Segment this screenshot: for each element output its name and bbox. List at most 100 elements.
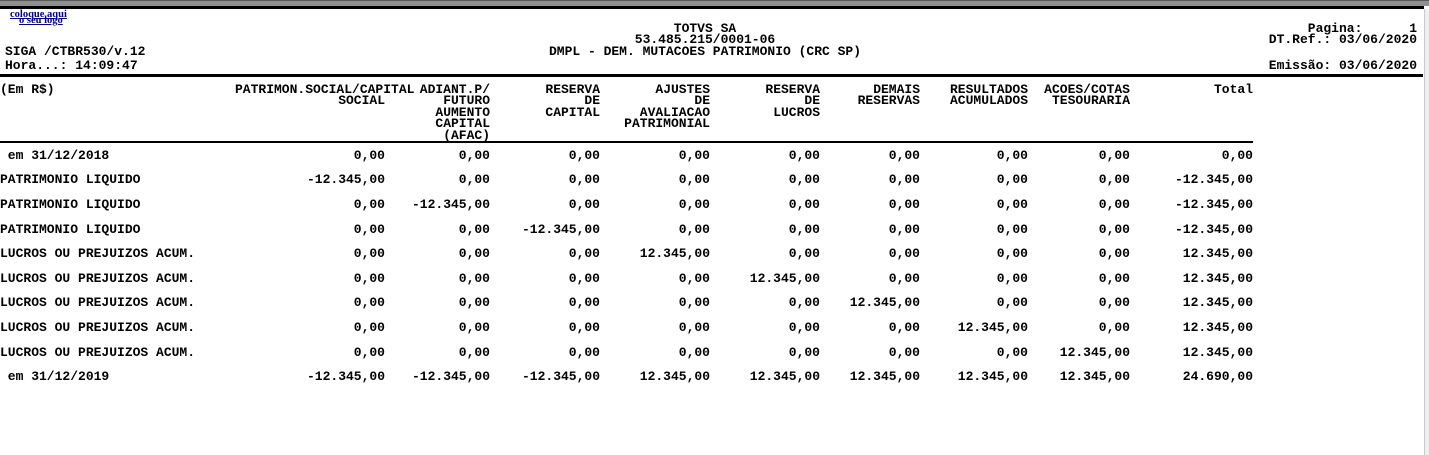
table-row: em 31/12/2018 0,00 0,00 0,00 0,00 0,00 0,00 0,0… bbox=[0, 142, 1253, 168]
cell-value: 0,00 bbox=[996, 344, 1028, 360]
cell-value: 0,00 bbox=[568, 295, 600, 311]
cell-value: 0,00 bbox=[458, 246, 490, 262]
row-label: LUCROS OU PREJUIZOS ACUM. bbox=[0, 344, 196, 360]
column-header: AJUSTES DE AVALIACAO PATRIMONIAL bbox=[624, 82, 710, 132]
cell-value: 0,00 bbox=[996, 221, 1028, 237]
column-header: DEMAIS RESERVAS bbox=[857, 82, 920, 109]
cell-value: 0,00 bbox=[1098, 270, 1130, 286]
page-right-gutter bbox=[1424, 9, 1429, 455]
cell-value: 0,00 bbox=[888, 344, 920, 360]
cell-value: 0,00 bbox=[458, 147, 490, 163]
row-label: LUCROS OU PREJUIZOS ACUM. bbox=[0, 319, 196, 335]
cell-value: -12.345,00 bbox=[1174, 221, 1253, 237]
cell-value: -12.345,00 bbox=[411, 369, 490, 385]
cell-value: 0,00 bbox=[353, 344, 385, 360]
cell-value: 0,00 bbox=[1098, 295, 1130, 311]
cell-value: 0,00 bbox=[788, 221, 820, 237]
cell-value: 0,00 bbox=[678, 147, 710, 163]
cell-value: 12.345,00 bbox=[1182, 319, 1253, 335]
cell-value: 0,00 bbox=[678, 319, 710, 335]
row-label: em 31/12/2019 bbox=[0, 369, 110, 385]
table-row: LUCROS OU PREJUIZOS ACUM. 0,00 0,00 0,00 0,0… bbox=[0, 291, 1253, 316]
cell-value: 0,00 bbox=[1098, 221, 1130, 237]
row-label: em 31/12/2018 bbox=[0, 147, 110, 163]
cell-value: 0,00 bbox=[1098, 197, 1130, 213]
table-row: LUCROS OU PREJUIZOS ACUM. 0,00 0,00 0,00 0,0… bbox=[0, 340, 1253, 365]
column-header: Total bbox=[1213, 82, 1253, 97]
cell-value: -12.345,00 bbox=[521, 369, 600, 385]
column-header: RESULTADOS ACUMULADOS bbox=[949, 82, 1028, 109]
cell-value: 12.345,00 bbox=[849, 369, 920, 385]
row-label: PATRIMONIO LIQUIDO bbox=[0, 221, 141, 237]
cell-value: 0,00 bbox=[458, 344, 490, 360]
cell-value: 0,00 bbox=[788, 344, 820, 360]
cell-value: 0,00 bbox=[996, 147, 1028, 163]
row-label: LUCROS OU PREJUIZOS ACUM. bbox=[0, 295, 196, 311]
cell-value: 0,00 bbox=[353, 319, 385, 335]
cell-value: 0,00 bbox=[996, 270, 1028, 286]
page-top-border bbox=[0, 6, 1424, 9]
cell-value: -12.345,00 bbox=[306, 172, 385, 188]
table-header-row: (Em R$) PATRIMON.SOCIAL/CAPITAL SOCIAL AD… bbox=[0, 82, 1253, 143]
cell-value: 0,00 bbox=[458, 221, 490, 237]
cell-value: 0,00 bbox=[353, 270, 385, 286]
table-row: PATRIMONIO LIQUIDO 0,00 -12.345,00 0,00 0,00… bbox=[0, 192, 1253, 217]
cell-value: 0,00 bbox=[678, 295, 710, 311]
cell-value: -12.345,00 bbox=[1174, 172, 1253, 188]
cell-value: 12.345,00 bbox=[1059, 344, 1130, 360]
print-time: Hora...: 14:09:47 bbox=[5, 58, 138, 73]
cell-value: 0,00 bbox=[568, 344, 600, 360]
cell-value: 0,00 bbox=[458, 319, 490, 335]
cell-value: 0,00 bbox=[1098, 172, 1130, 188]
cell-value: 12.345,00 bbox=[1182, 344, 1253, 360]
window-top-bar bbox=[0, 0, 1429, 6]
cell-value: 0,00 bbox=[568, 246, 600, 262]
company-logo-placeholder: coloque aqui o seu logo bbox=[10, 9, 67, 26]
cell-value: 12.345,00 bbox=[849, 295, 920, 311]
cell-value: -12.345,00 bbox=[521, 221, 600, 237]
logo-text-line2: o seu logo bbox=[19, 15, 63, 26]
cell-value: 0,00 bbox=[678, 197, 710, 213]
header-divider-line bbox=[0, 74, 1423, 77]
cell-value: 0,00 bbox=[1221, 147, 1253, 163]
cell-value: 0,00 bbox=[353, 246, 385, 262]
cell-value: 0,00 bbox=[1098, 246, 1130, 262]
cell-value: 12.345,00 bbox=[1182, 295, 1253, 311]
logo-text-line1: coloque aqui bbox=[10, 9, 67, 20]
cell-value: 12.345,00 bbox=[749, 369, 820, 385]
cell-value: 0,00 bbox=[353, 147, 385, 163]
cell-value: 0,00 bbox=[678, 172, 710, 188]
table-row: PATRIMONIO LIQUIDO -12.345,00 0,00 0,00 0,00… bbox=[0, 168, 1253, 193]
cell-value: 0,00 bbox=[353, 197, 385, 213]
cell-value: 0,00 bbox=[888, 221, 920, 237]
cell-value: 0,00 bbox=[458, 172, 490, 188]
cell-value: 0,00 bbox=[888, 246, 920, 262]
cell-value: 0,00 bbox=[788, 246, 820, 262]
report-page: coloque aqui o seu logo SIGA /CTBR530/v.… bbox=[0, 9, 1424, 455]
cell-value: 12.345,00 bbox=[749, 270, 820, 286]
cell-value: 0,00 bbox=[458, 295, 490, 311]
cell-value: 12.345,00 bbox=[957, 319, 1028, 335]
cell-value: 0,00 bbox=[788, 147, 820, 163]
cell-value: 12.345,00 bbox=[639, 369, 710, 385]
cell-value: 0,00 bbox=[1098, 319, 1130, 335]
cell-value: 0,00 bbox=[996, 295, 1028, 311]
report-title: DMPL - DEM. MUTACOES PATRIMONIO (CRC SP) bbox=[548, 44, 862, 59]
column-header: RESERVA DE CAPITAL bbox=[545, 82, 600, 120]
column-header: RESERVA DE LUCROS bbox=[765, 82, 820, 120]
table-row: LUCROS OU PREJUIZOS ACUM. 0,00 0,00 0,00 0,0… bbox=[0, 266, 1253, 291]
cell-value: 12.345,00 bbox=[1182, 246, 1253, 262]
reference-date: DT.Ref.: 03/06/2020 bbox=[1268, 32, 1417, 47]
cell-value: 0,00 bbox=[568, 172, 600, 188]
company-name: TOTVS SA bbox=[673, 21, 737, 36]
cell-value: 0,00 bbox=[996, 246, 1028, 262]
cell-value: 0,00 bbox=[568, 270, 600, 286]
cell-value: 0,00 bbox=[888, 197, 920, 213]
cell-value: 0,00 bbox=[888, 319, 920, 335]
column-header: ACOES/COTAS TESOURARIA bbox=[1044, 82, 1130, 109]
cell-value: 0,00 bbox=[458, 270, 490, 286]
company-cnpj: 53.485.215/0001-06 bbox=[634, 32, 776, 47]
cell-value: 0,00 bbox=[568, 147, 600, 163]
table-row: LUCROS OU PREJUIZOS ACUM. 0,00 0,00 0,00 12.… bbox=[0, 241, 1253, 266]
